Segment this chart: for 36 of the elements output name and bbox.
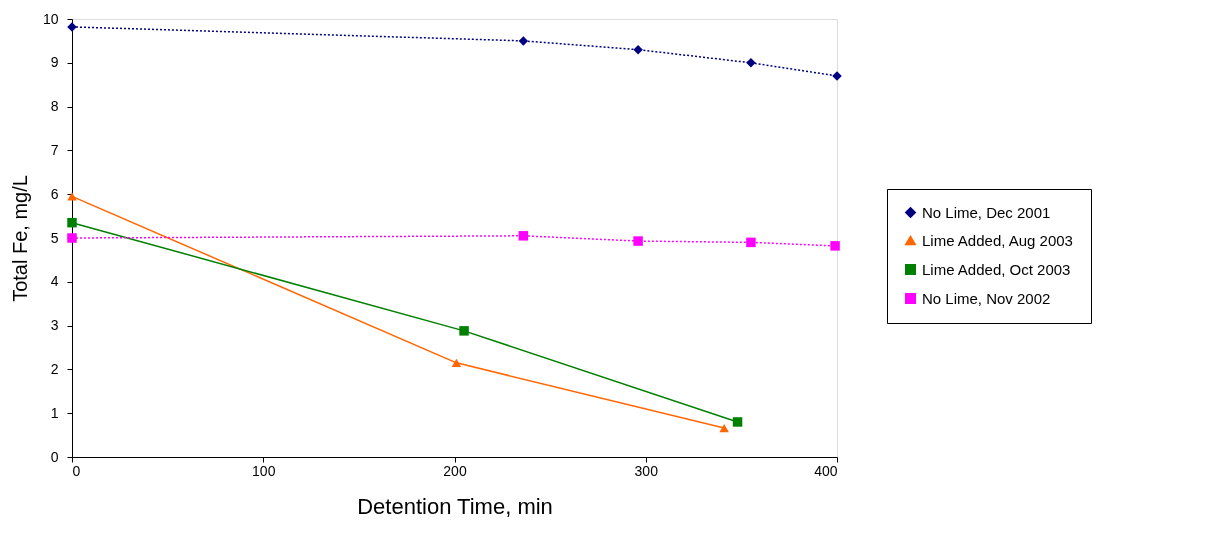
point <box>451 358 462 367</box>
y-tick-label: 10 <box>42 10 59 27</box>
x-tick-label: 400 <box>814 462 838 479</box>
point <box>67 192 77 201</box>
point <box>746 237 756 248</box>
point <box>67 217 77 228</box>
point <box>67 233 77 243</box>
legend-label: Lime Added, Oct 2003 <box>922 260 1071 278</box>
legend-label: Lime Added, Aug 2003 <box>922 231 1073 249</box>
x-tick-label: 300 <box>634 462 659 479</box>
x-tick-label: 0 <box>72 462 81 479</box>
y-tick-label: 9 <box>50 54 59 71</box>
point <box>633 236 643 246</box>
point <box>518 231 529 241</box>
legend-label: No Lime, Dec 2001 <box>922 203 1051 221</box>
y-tick-label: 5 <box>50 229 59 246</box>
y-tick-label: 0 <box>50 448 59 465</box>
point <box>732 417 743 427</box>
y-tick-label: 7 <box>50 141 59 158</box>
x-axis-title: Detention Time, min <box>357 493 553 519</box>
point <box>633 44 643 55</box>
y-axis-title: Total Fe, mg/L <box>8 175 31 302</box>
x-tick-label: 100 <box>252 462 276 479</box>
y-tick-label: 4 <box>50 273 59 290</box>
point <box>830 241 840 251</box>
y-tick-label: 2 <box>50 360 59 377</box>
point <box>459 326 469 336</box>
y-tick-label: 6 <box>50 185 59 202</box>
x-tick-label: 200 <box>443 462 467 479</box>
legend-label: No Lime, Nov 2002 <box>922 289 1051 307</box>
point <box>518 36 529 46</box>
y-tick-label: 1 <box>50 404 59 421</box>
y-tick-label: 8 <box>50 98 59 115</box>
point <box>719 423 729 433</box>
y-tick-label: 3 <box>50 317 59 334</box>
point <box>746 58 756 68</box>
